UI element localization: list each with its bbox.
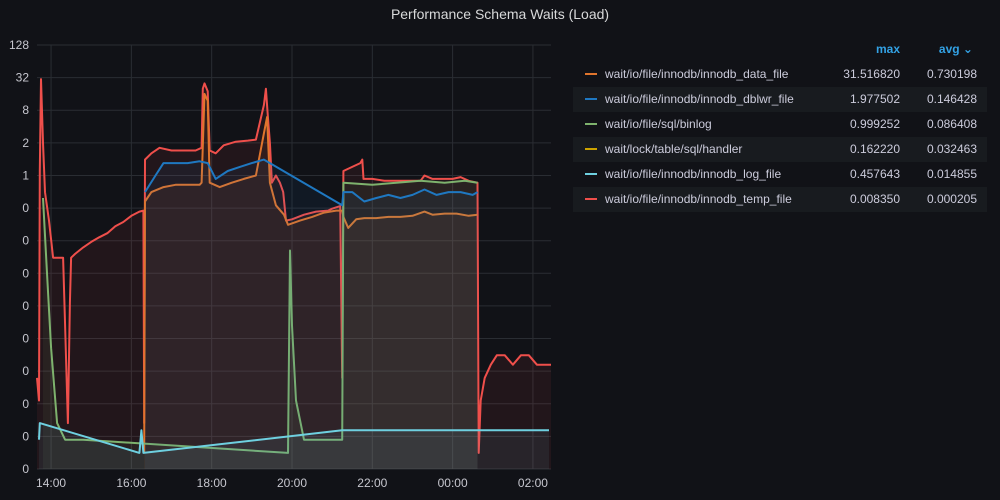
legend-avg-value: 0.014855 bbox=[926, 167, 977, 181]
legend-swatch[interactable] bbox=[585, 98, 597, 100]
legend-item[interactable]: wait/io/file/innodb/innodb_log_file 0.457… bbox=[573, 162, 987, 187]
legend-max-value: 0.999252 bbox=[849, 117, 900, 131]
series-line bbox=[36, 78, 551, 454]
y-tick-label: 0 bbox=[22, 299, 29, 313]
legend-series-name[interactable]: wait/lock/table/sql/handler bbox=[605, 142, 743, 156]
series-line bbox=[38, 422, 549, 454]
legend-item[interactable]: wait/io/file/innodb/innodb_dblwr_file 1.9… bbox=[573, 87, 987, 112]
series-line bbox=[143, 92, 478, 453]
legend-avg-value: 0.032463 bbox=[926, 142, 977, 156]
legend: max avg ⌄ wait/io/file/innodb/innodb_dat… bbox=[573, 38, 987, 212]
y-tick-label: 0 bbox=[22, 462, 29, 476]
series-line bbox=[42, 179, 478, 454]
legend-series-name[interactable]: wait/io/file/innodb/innodb_dblwr_file bbox=[605, 92, 794, 106]
x-tick-label: 02:00 bbox=[518, 476, 548, 490]
y-tick-label: 0 bbox=[22, 332, 29, 346]
legend-item[interactable]: wait/io/file/sql/binlog 0.999252 0.086408 bbox=[573, 112, 987, 137]
y-tick-label: 8 bbox=[22, 103, 29, 117]
legend-sort-avg[interactable]: avg ⌄ bbox=[938, 42, 973, 56]
legend-item[interactable]: wait/lock/table/sql/handler 0.162220 0.032… bbox=[573, 137, 987, 162]
series-area bbox=[144, 93, 478, 470]
y-tick-label: 0 bbox=[22, 429, 29, 443]
legend-series-name[interactable]: wait/io/file/innodb/innodb_temp_file bbox=[605, 192, 792, 206]
legend-avg-value: 0.000205 bbox=[926, 192, 977, 206]
legend-avg-value: 0.730198 bbox=[926, 67, 977, 81]
panel-title[interactable]: Performance Schema Waits (Load) bbox=[390, 6, 610, 22]
series-line bbox=[144, 158, 479, 207]
legend-max-value: 1.977502 bbox=[849, 92, 900, 106]
y-tick-label: 2 bbox=[22, 136, 29, 150]
legend-item[interactable]: wait/io/file/innodb/innodb_temp_file 0.00… bbox=[573, 187, 987, 212]
x-tick-label: 00:00 bbox=[438, 476, 468, 490]
legend-swatch[interactable] bbox=[585, 73, 597, 75]
series-area bbox=[145, 159, 478, 469]
legend-swatch[interactable] bbox=[585, 198, 597, 200]
x-tick-label: 14:00 bbox=[36, 476, 66, 490]
series-area bbox=[39, 423, 549, 469]
y-tick-label: 0 bbox=[22, 234, 29, 248]
y-tick-label: 0 bbox=[22, 364, 29, 378]
legend-header: max avg ⌄ bbox=[573, 38, 987, 62]
y-tick-label: 0 bbox=[22, 201, 29, 215]
x-tick-label: 20:00 bbox=[277, 476, 307, 490]
series-group bbox=[36, 78, 551, 470]
series-area bbox=[43, 180, 478, 470]
legend-series-name[interactable]: wait/io/file/sql/binlog bbox=[605, 117, 712, 131]
legend-rows: wait/io/file/innodb/innodb_data_file 31.5… bbox=[573, 62, 987, 212]
legend-swatch[interactable] bbox=[585, 148, 597, 150]
legend-max-value: 0.162220 bbox=[849, 142, 900, 156]
y-tick-label: 128 bbox=[9, 38, 29, 52]
legend-series-name[interactable]: wait/io/file/innodb/innodb_log_file bbox=[605, 167, 782, 181]
legend-sort-max[interactable]: max bbox=[875, 42, 900, 56]
legend-swatch[interactable] bbox=[585, 123, 597, 125]
y-tick-label: 1 bbox=[22, 168, 29, 182]
y-tick-label: 0 bbox=[22, 266, 29, 280]
legend-max-value: 31.516820 bbox=[843, 67, 900, 81]
legend-avg-value: 0.086408 bbox=[926, 117, 977, 131]
x-tick-label: 18:00 bbox=[197, 476, 227, 490]
series-area bbox=[37, 79, 551, 469]
x-tick-label: 16:00 bbox=[116, 476, 146, 490]
legend-max-value: 0.008350 bbox=[849, 192, 900, 206]
legend-swatch[interactable] bbox=[585, 173, 597, 175]
x-axis-labels: 14:00 16:00 18:00 20:00 22:00 00:00 02:00 bbox=[36, 476, 548, 490]
y-tick-label: 0 bbox=[22, 397, 29, 411]
legend-series-name[interactable]: wait/io/file/innodb/innodb_data_file bbox=[605, 67, 789, 81]
x-tick-label: 22:00 bbox=[357, 476, 387, 490]
y-tick-label: 32 bbox=[16, 71, 30, 85]
legend-avg-value: 0.146428 bbox=[926, 92, 977, 106]
legend-item[interactable]: wait/io/file/innodb/innodb_data_file 31.5… bbox=[573, 62, 987, 87]
legend-max-value: 0.457643 bbox=[849, 167, 900, 181]
